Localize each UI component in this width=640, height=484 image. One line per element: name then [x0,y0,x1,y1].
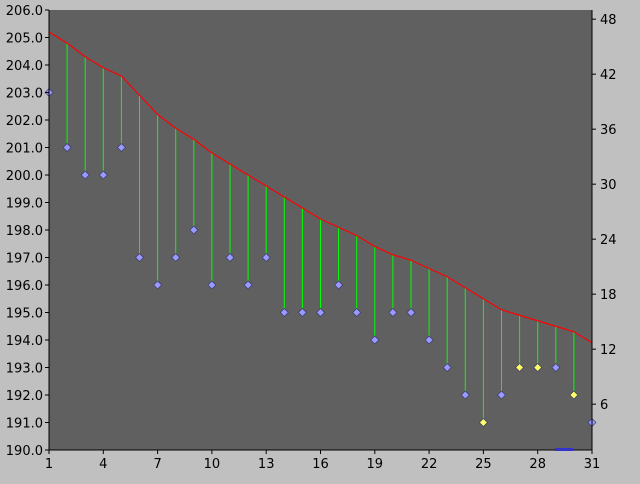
y-left-tick-label: 198.0 [6,224,43,239]
x-tick-label: 25 [475,457,492,472]
x-tick-label: 31 [584,457,601,472]
data-point [116,143,126,152]
y-left-tick-label: 205.0 [6,32,43,47]
data-point [497,390,506,400]
x-tick-label: 16 [312,457,329,472]
y-left-tick-label: 206.0 [6,4,43,19]
y-left-tick-label: 195.0 [6,307,43,322]
y-right-tick-label: 18 [600,288,617,303]
data-point [207,280,217,290]
x-tick-label: 4 [99,457,107,472]
x-tick-label: 7 [153,457,161,472]
y-left-tick-label: 200.0 [6,169,43,184]
y-left-tick-label: 202.0 [6,114,43,129]
data-point [316,308,325,317]
data-point [334,280,344,290]
x-tick-label: 10 [204,457,221,472]
data-point [533,363,543,372]
y-left-tick-label: 203.0 [6,87,43,102]
x-tick-label: 1 [45,457,53,472]
y-left-tick-label: 191.0 [6,417,43,432]
data-point [153,280,163,290]
data-point [442,363,452,372]
y-axis-left: 190.0 191.0 192.0 193.0 194.0 195.0 196.0 197.0… [6,4,50,459]
y-left-tick-label: 204.0 [6,59,43,74]
data-point [297,308,307,317]
data-point [135,253,144,262]
y-left-tick-label: 193.0 [6,362,43,377]
data-markers [44,88,597,427]
x-tick-label: 13 [258,457,275,472]
range-indicator[interactable] [555,448,573,451]
trend-line-group [48,31,593,344]
y-left-tick-label: 190.0 [6,444,43,459]
data-point [388,308,398,317]
data-point [551,363,561,372]
y-right-tick-label: 48 [600,13,617,28]
data-point [225,253,235,262]
y-right-tick-label: 30 [600,178,617,193]
x-axis: 1 4 7 10 13 16 19 22 25 28 31 [45,449,601,472]
data-point [62,143,72,152]
x-tick-label: 19 [367,457,384,472]
data-point [261,253,271,262]
data-point [424,335,434,345]
data-point [80,170,90,180]
y-right-tick-label: 24 [600,233,617,248]
y-right-tick-label: 42 [600,68,617,83]
y-right-tick-label: 12 [600,343,617,358]
y-left-tick-label: 197.0 [6,252,43,267]
y-right-tick-label: 36 [600,123,617,138]
drop-lines [48,32,593,423]
y-right-tick-label: 6 [600,398,608,413]
data-point [98,170,108,180]
y-left-tick-label: 196.0 [6,279,43,294]
data-point [569,390,579,400]
data-point [279,308,289,317]
data-point [189,225,199,235]
data-point [406,308,416,317]
data-point [243,280,253,290]
data-point [515,363,525,372]
y-left-tick-label: 194.0 [6,334,43,349]
data-point [370,335,380,345]
trend-line [48,31,593,344]
data-point [478,418,488,427]
y-left-tick-label: 201.0 [6,142,43,157]
data-point [460,390,470,400]
data-point [352,308,362,317]
y-axis-right: 6 12 18 24 30 36 42 48 [591,10,617,450]
x-tick-label: 22 [421,457,438,472]
x-tick-label: 28 [529,457,546,472]
y-left-tick-label: 199.0 [6,197,43,212]
y-left-tick-label: 192.0 [6,389,43,404]
data-point [171,253,181,262]
